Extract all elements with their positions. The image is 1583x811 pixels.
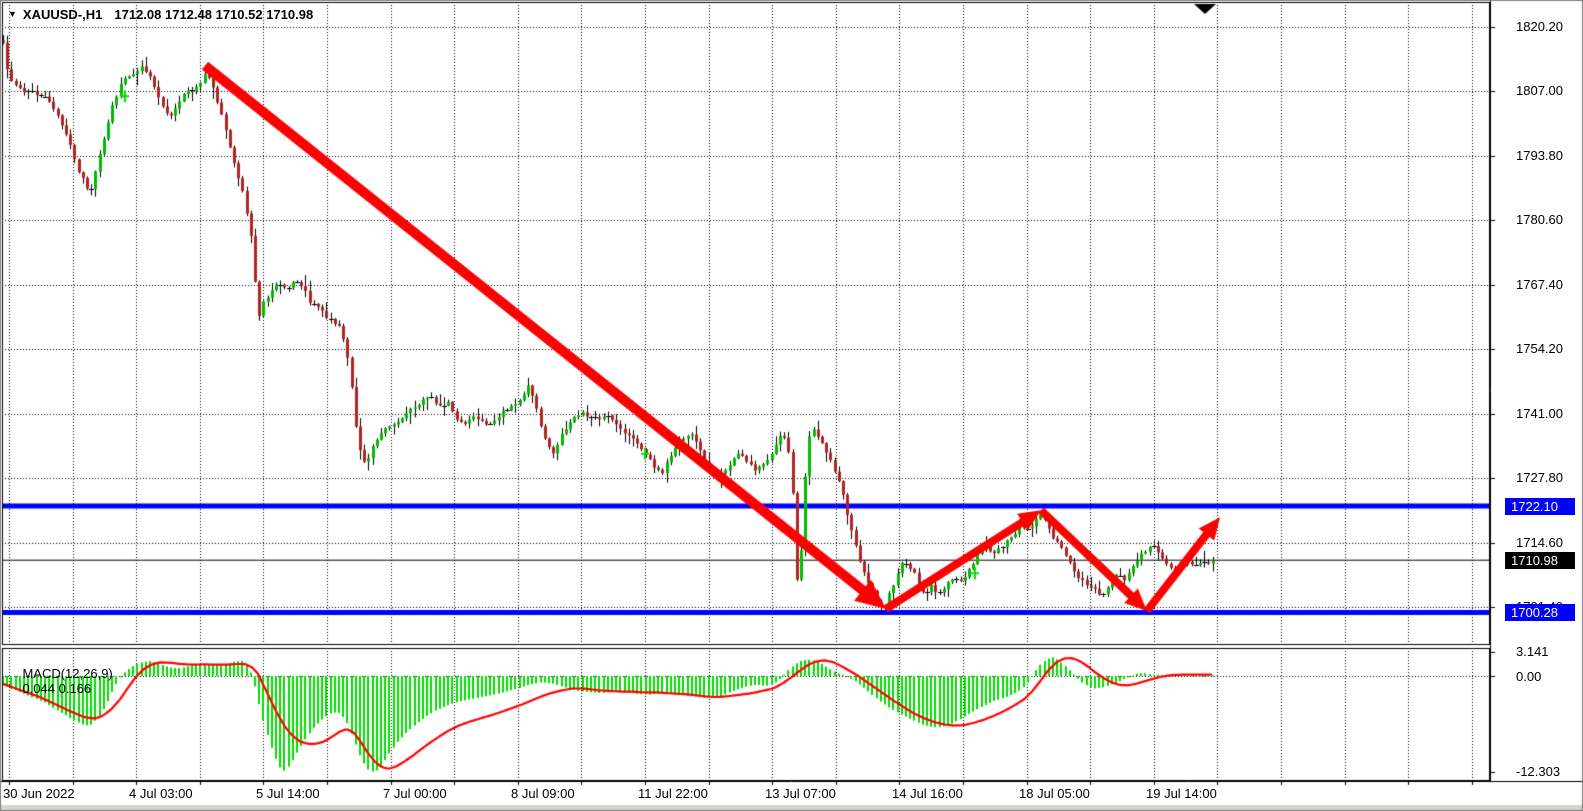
time-axis-label: 13 Jul 07:00 [765,786,836,801]
macd-indicator-label: MACD(12,26,9) 0.044 0.166 [8,651,113,711]
time-axis-label: 7 Jul 00:00 [383,786,447,801]
symbol-dropdown-triangle-icon[interactable]: ▼ [8,8,17,19]
time-axis-label: 11 Jul 22:00 [638,786,708,801]
macd-axis-label: -12.303 [1516,764,1561,779]
price-axis-label: 1780.60 [1516,212,1563,227]
time-axis-label: 30 Jun 2022 [3,786,75,801]
macd-axis-label: 0.00 [1516,669,1542,684]
price-axis-label: 1807.00 [1516,83,1563,98]
price-axis-label: 1820.20 [1516,19,1563,34]
price-axis-label: 1727.80 [1516,470,1563,485]
time-axis-label: 18 Jul 05:00 [1019,786,1090,801]
time-axis-label: 14 Jul 16:00 [892,786,963,801]
macd-axis-label: 3.141 [1516,644,1549,659]
price-axis-label: 1714.60 [1516,535,1563,550]
price-axis-label: 1741.00 [1516,406,1563,421]
ohlc-values: 1712.08 1712.48 1710.52 1710.98 [114,7,314,22]
support-line-price-badge: 1700.28 [1505,604,1575,621]
macd-values: 0.044 0.166 [22,681,92,696]
time-axis-label: 8 Jul 09:00 [511,786,575,801]
time-axis-label: 5 Jul 14:00 [256,786,320,801]
price-axis-label: 1754.20 [1516,341,1563,356]
resistance-line-price-badge: 1722.10 [1505,498,1575,515]
time-axis-label: 4 Jul 03:00 [129,786,193,801]
current-price-line-price-badge: 1710.98 [1505,552,1575,569]
macd-label-text: MACD(12,26,9) [22,666,113,681]
price-axis-label: 1767.40 [1516,277,1563,292]
symbol-period-label: XAUUSD-,H1 [22,7,103,22]
price-axis-label: 1793.80 [1516,148,1563,163]
chart-title: ▼ XAUUSD-,H1 1712.08 1712.48 1710.52 171… [8,7,313,22]
time-axis-label: 19 Jul 14:00 [1146,786,1217,801]
